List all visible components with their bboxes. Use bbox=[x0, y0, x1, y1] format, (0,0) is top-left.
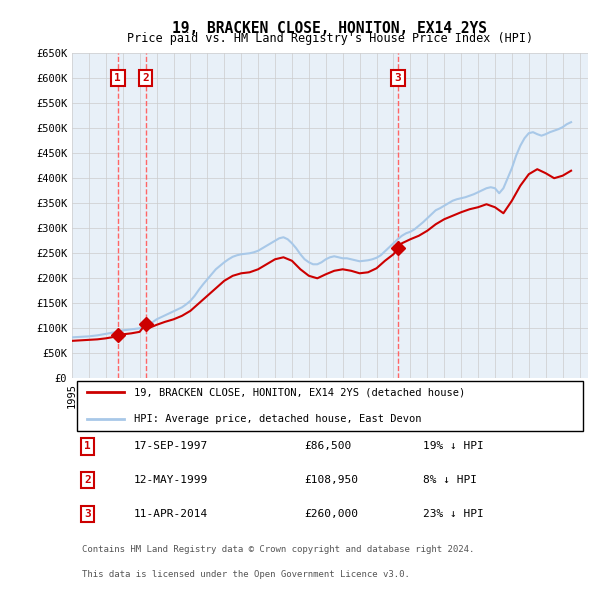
Text: 8% ↓ HPI: 8% ↓ HPI bbox=[423, 475, 477, 485]
FancyBboxPatch shape bbox=[77, 381, 583, 431]
Text: 23% ↓ HPI: 23% ↓ HPI bbox=[423, 509, 484, 519]
Text: 19% ↓ HPI: 19% ↓ HPI bbox=[423, 441, 484, 451]
Text: 12-MAY-1999: 12-MAY-1999 bbox=[134, 475, 208, 485]
Text: Price paid vs. HM Land Registry's House Price Index (HPI): Price paid vs. HM Land Registry's House … bbox=[127, 32, 533, 45]
Text: 1: 1 bbox=[84, 441, 91, 451]
Text: 19, BRACKEN CLOSE, HONITON, EX14 2YS (detached house): 19, BRACKEN CLOSE, HONITON, EX14 2YS (de… bbox=[134, 387, 465, 397]
Text: 17-SEP-1997: 17-SEP-1997 bbox=[134, 441, 208, 451]
Text: 3: 3 bbox=[395, 73, 401, 83]
Text: 19, BRACKEN CLOSE, HONITON, EX14 2YS: 19, BRACKEN CLOSE, HONITON, EX14 2YS bbox=[173, 21, 487, 35]
Text: This data is licensed under the Open Government Licence v3.0.: This data is licensed under the Open Gov… bbox=[82, 570, 410, 579]
Text: 2: 2 bbox=[142, 73, 149, 83]
Text: 1: 1 bbox=[115, 73, 121, 83]
Text: Contains HM Land Registry data © Crown copyright and database right 2024.: Contains HM Land Registry data © Crown c… bbox=[82, 545, 475, 554]
Text: £260,000: £260,000 bbox=[304, 509, 358, 519]
Text: £86,500: £86,500 bbox=[304, 441, 352, 451]
Text: £108,950: £108,950 bbox=[304, 475, 358, 485]
Text: HPI: Average price, detached house, East Devon: HPI: Average price, detached house, East… bbox=[134, 414, 421, 424]
Text: 11-APR-2014: 11-APR-2014 bbox=[134, 509, 208, 519]
Text: 3: 3 bbox=[84, 509, 91, 519]
Text: 2: 2 bbox=[84, 475, 91, 485]
